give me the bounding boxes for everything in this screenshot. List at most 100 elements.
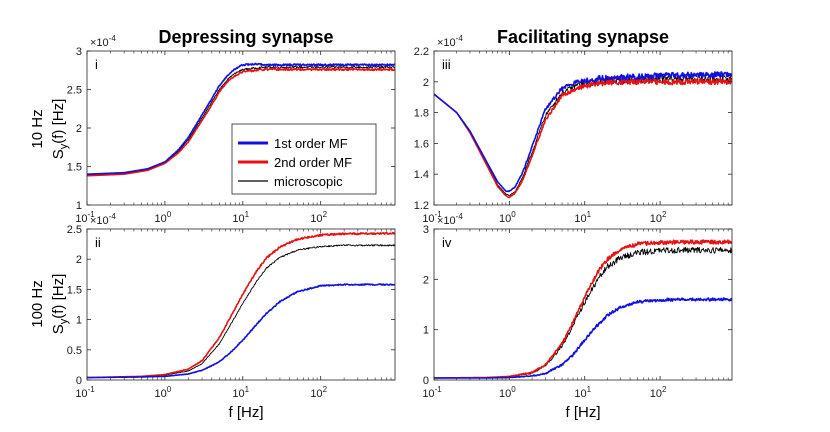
- axes-box: [433, 50, 733, 206]
- x-tick-label: 102: [650, 210, 667, 225]
- y-tick-label: 3: [423, 224, 429, 236]
- x-axis-label-right: f [Hz]: [565, 404, 600, 421]
- y-tick-label: 2: [76, 254, 82, 266]
- x-tick-exponent: 1: [245, 385, 250, 394]
- x-tick-base: 10: [232, 213, 244, 225]
- x-tick-exponent: 0: [511, 210, 516, 219]
- x-tick-exponent: 2: [662, 385, 667, 394]
- series-line-first-order: [87, 62, 395, 175]
- x-tick-base: 10: [650, 213, 662, 225]
- series-line-second-order: [434, 78, 732, 199]
- y-tick-label: 1.5: [67, 162, 82, 174]
- x-tick-base: 10: [499, 213, 511, 225]
- x-tick-label: 100: [499, 210, 516, 225]
- x-tick-exponent: -1: [88, 385, 96, 394]
- x-axis-label-left: f [Hz]: [228, 404, 263, 421]
- y-exponent-base: ×10: [437, 215, 456, 227]
- y-tick-label: 3: [76, 46, 82, 58]
- y-tick-label: 1: [76, 200, 82, 212]
- x-tick-label: 10-1: [75, 385, 95, 400]
- y-tick-label: 1.4: [414, 169, 429, 181]
- title-right: Facilitating synapse: [497, 27, 669, 47]
- x-tick-base: 10: [574, 213, 586, 225]
- legend-label-first-order: 1st order MF: [274, 136, 348, 151]
- x-tick-label: 101: [232, 210, 249, 225]
- row-label-top: 10 Hz: [29, 109, 46, 148]
- title-left: Depressing synapse: [158, 27, 333, 47]
- panel-ii: 00.511.522.510-1 100 101 102×10-4ii: [67, 212, 396, 400]
- x-tick-label: 102: [650, 385, 667, 400]
- legend-box: [231, 123, 377, 195]
- y-tick-label: 1: [423, 325, 429, 337]
- x-tick-exponent: -1: [435, 385, 443, 394]
- x-tick-label: 100: [499, 385, 516, 400]
- x-tick-base: 10: [155, 388, 167, 400]
- x-tick-exponent: 1: [245, 210, 250, 219]
- x-tick-label: 102: [310, 385, 327, 400]
- y-label-rest: (f) [Hz]: [50, 99, 67, 144]
- y-tick-label: 1.8: [414, 108, 429, 120]
- y-axis-label-bottom: Sy(f) [Hz]: [50, 274, 70, 335]
- y-exponent-base: ×10: [437, 37, 456, 49]
- series-group: [87, 62, 395, 177]
- y-exponent-power: -4: [109, 34, 117, 43]
- panel-label: iv: [442, 235, 452, 250]
- x-tick-exponent: 1: [587, 210, 592, 219]
- y-tick-label: 1.5: [67, 284, 82, 296]
- y-exponent: ×10-4: [90, 34, 116, 49]
- series-line-first-order: [434, 297, 732, 379]
- y-exponent-power: -4: [109, 212, 117, 221]
- y-label-main: S: [50, 324, 67, 334]
- x-tick-base: 10: [310, 213, 322, 225]
- x-tick-exponent: 1: [587, 385, 592, 394]
- legend: 1st order MF 2nd order MF microscopic: [231, 123, 377, 195]
- y-label-rest: (f) [Hz]: [50, 274, 67, 319]
- x-tick-base: 10: [75, 388, 87, 400]
- x-tick-exponent: -1: [88, 210, 96, 219]
- x-tick-base: 10: [310, 388, 322, 400]
- y-axis-label-top: Sy(f) [Hz]: [50, 99, 70, 160]
- x-tick-base: 10: [232, 388, 244, 400]
- x-tick-base: 10: [75, 213, 87, 225]
- x-tick-label: 102: [310, 210, 327, 225]
- legend-label-second-order: 2nd order MF: [274, 155, 352, 170]
- legend-label-microscopic: microscopic: [274, 174, 343, 189]
- series-line-first-order: [434, 71, 732, 193]
- y-exponent-power: -4: [456, 212, 464, 221]
- y-tick-label: 2: [76, 123, 82, 135]
- y-exponent: ×10-4: [90, 212, 116, 227]
- plot-area: [87, 229, 395, 380]
- x-tick-base: 10: [422, 388, 434, 400]
- y-tick-label: 1.2: [414, 200, 429, 212]
- x-tick-label: 10-1: [422, 385, 442, 400]
- y-exponent-base: ×10: [90, 215, 109, 227]
- x-tick-exponent: 0: [511, 385, 516, 394]
- x-tick-label: 100: [155, 385, 172, 400]
- x-tick-base: 10: [574, 388, 586, 400]
- panel-label: ii: [95, 235, 101, 250]
- axes-box: [86, 228, 396, 381]
- plot-area: [434, 51, 732, 205]
- y-tick-label: 1: [76, 315, 82, 327]
- series-group: [434, 239, 732, 379]
- y-exponent-power: -4: [456, 34, 464, 43]
- y-tick-label: 2.5: [67, 224, 82, 236]
- y-tick-label: 0.5: [67, 345, 82, 357]
- y-tick-label: 2: [423, 77, 429, 89]
- x-tick-exponent: 2: [662, 210, 667, 219]
- y-tick-label: 2.2: [414, 46, 429, 58]
- y-tick-label: 1.6: [414, 138, 429, 150]
- x-tick-label: 10-1: [422, 210, 442, 225]
- x-tick-base: 10: [650, 388, 662, 400]
- y-tick-label: 2: [423, 274, 429, 286]
- x-tick-label: 10-1: [75, 210, 95, 225]
- x-tick-exponent: -1: [435, 210, 443, 219]
- row-label-bottom: 100 Hz: [29, 280, 46, 328]
- axes-box: [433, 228, 733, 381]
- panel-label: i: [95, 57, 98, 72]
- panel-label: iii: [442, 57, 451, 72]
- y-label-subscript: y: [58, 318, 70, 324]
- y-exponent: ×10-4: [437, 212, 463, 227]
